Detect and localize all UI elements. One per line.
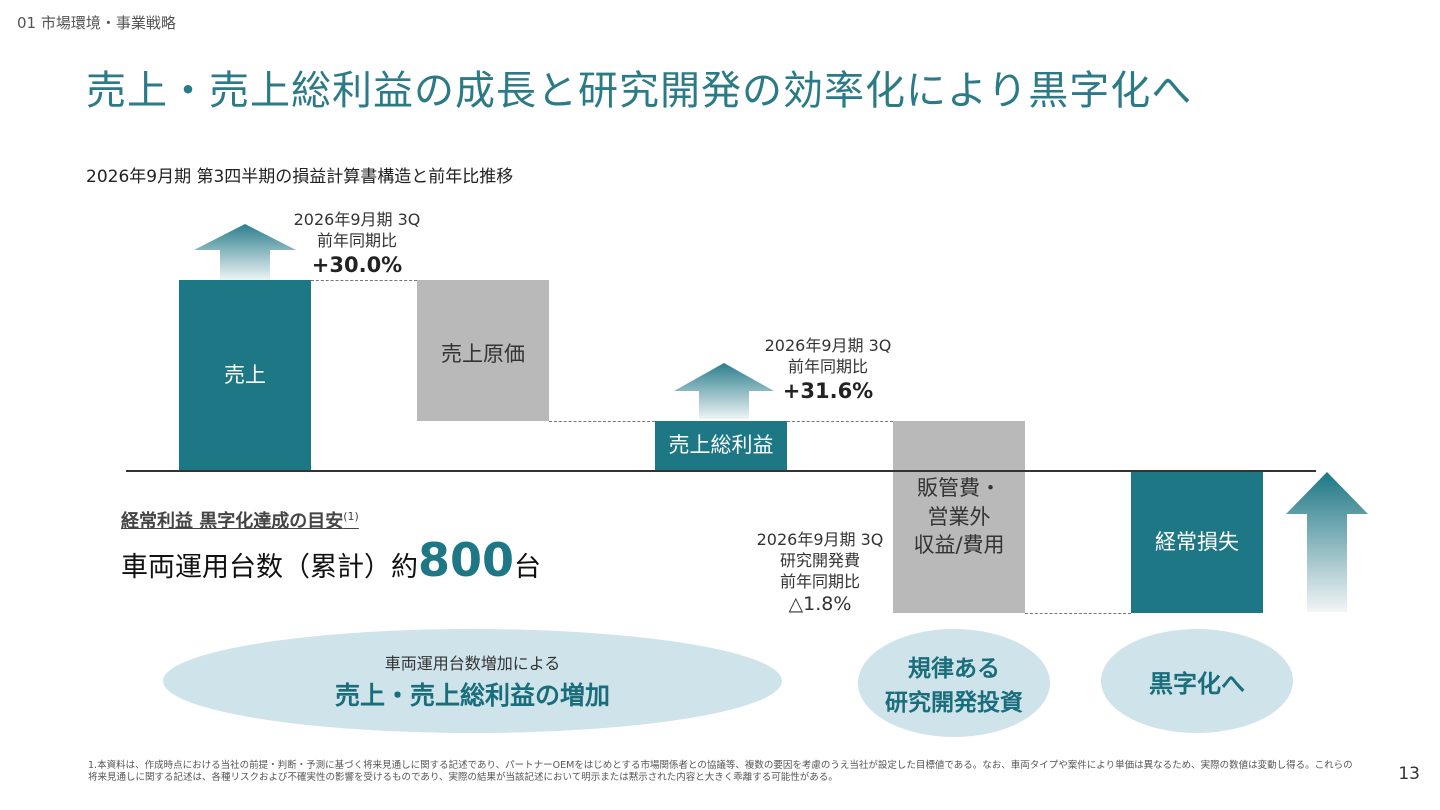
bar-sga-label-1: 販管費・ <box>917 476 1001 501</box>
bar-sga: 販管費・ 営業外 収益/費用 <box>893 421 1025 613</box>
connector-line <box>549 421 655 422</box>
page-title: 売上・売上総利益の成長と研究開発の効率化により黒字化へ <box>86 68 1193 114</box>
sales-growth-annotation: 2026年9月期 3Q 前年同期比 +30.0% <box>285 210 429 279</box>
annotation-value: △1.8% <box>788 593 852 616</box>
up-arrow-icon <box>194 224 296 280</box>
zero-baseline <box>126 470 1316 472</box>
up-arrow-icon <box>1286 472 1368 612</box>
bar-cogs: 売上原価 <box>417 280 549 421</box>
ellipse-headline: 売上・売上総利益の増加 <box>334 681 610 710</box>
footnote: 1.本資料は、作成時点における当社の前提・判断・予測に基づく将来見通しに関する記… <box>88 760 1353 783</box>
connector-line <box>787 421 893 422</box>
annotation-label: 前年同期比 <box>779 571 860 591</box>
gross-profit-growth-annotation: 2026年9月期 3Q 前年同期比 +31.6% <box>756 336 900 405</box>
target-unit: 台 <box>514 552 542 583</box>
chart-subtitle: 2026年9月期 第3四半期の損益計算書構造と前年比推移 <box>86 167 514 187</box>
bar-ordinary-loss-label: 経常損失 <box>1155 530 1239 555</box>
ellipse-headline-2: 研究開発投資 <box>885 690 1023 716</box>
page-number: 13 <box>1398 764 1420 784</box>
ellipse-headline-1: 規律ある <box>908 656 1000 682</box>
target-value: 車両運用台数（累計）約800台 <box>121 533 541 587</box>
bar-sales: 売上 <box>179 280 311 470</box>
target-number: 800 <box>418 533 515 587</box>
annotation-period: 2026年9月期 3Q <box>756 530 884 549</box>
connector-line <box>1025 613 1131 614</box>
target-heading-text: 経常利益 黒字化達成の目安 <box>121 511 344 532</box>
bar-gross-profit: 売上総利益 <box>655 421 787 470</box>
bar-sga-label-3: 収益/費用 <box>913 533 1005 558</box>
annotation-period: 2026年9月期 3Q <box>293 210 421 229</box>
bar-gross-profit-label: 売上総利益 <box>668 433 774 458</box>
connector-line <box>311 280 417 281</box>
ellipse-caption: 車両運用台数増加による <box>384 654 561 673</box>
annotation-period: 2026年9月期 3Q <box>764 336 892 355</box>
annotation-value: +31.6% <box>782 378 874 403</box>
up-arrow-icon <box>674 363 774 419</box>
annotation-label: 研究開発費 <box>779 550 860 570</box>
ellipse-rnd: 規律ある 研究開発投資 <box>858 629 1050 737</box>
bar-sales-label: 売上 <box>224 362 266 387</box>
ellipse-headline: 黒字化へ <box>1149 669 1245 698</box>
section-label: 01 市場環境・事業戦略 <box>17 14 176 32</box>
rnd-cost-annotation: 2026年9月期 3Q 研究開発費 前年同期比 △1.8% <box>748 530 892 617</box>
ellipse-sales-growth: 車両運用台数増加による 売上・売上総利益の増加 <box>163 629 782 733</box>
bar-ordinary-loss: 経常損失 <box>1131 472 1263 613</box>
annotation-value: +30.0% <box>311 252 403 277</box>
bar-sga-label-2: 営業外 <box>927 504 991 529</box>
bar-cogs-label: 売上原価 <box>441 342 525 366</box>
target-heading: 経常利益 黒字化達成の目安(1) <box>121 507 359 533</box>
annotation-label: 前年同期比 <box>316 230 397 250</box>
target-prefix: 車両運用台数（累計）約 <box>121 552 418 583</box>
footnote-ref: (1) <box>343 510 359 523</box>
ellipse-profit: 黒字化へ <box>1101 629 1293 733</box>
annotation-label: 前年同期比 <box>787 356 868 376</box>
